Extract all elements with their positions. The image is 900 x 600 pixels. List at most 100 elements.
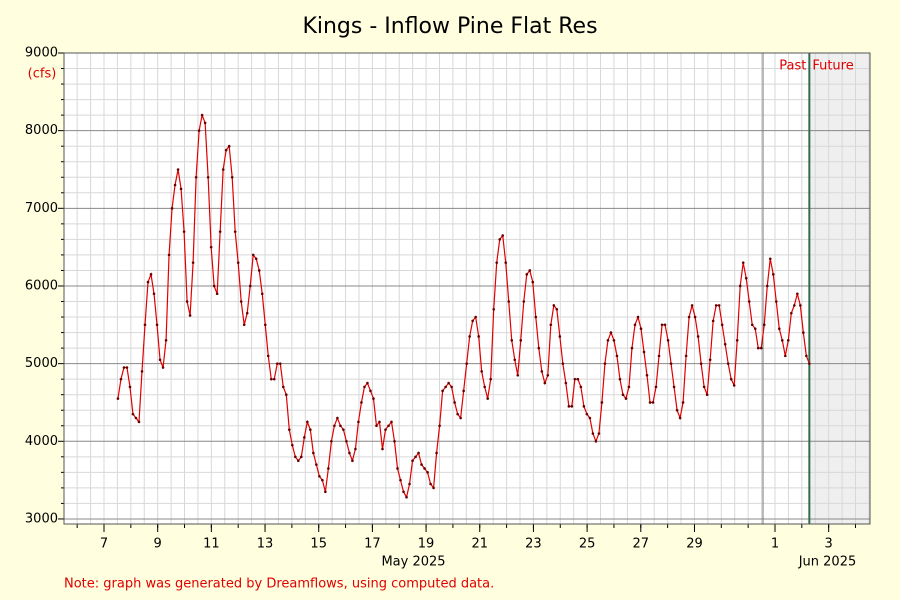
data-point [266,354,270,358]
data-point [158,358,162,362]
data-point [444,385,447,389]
data-point [348,451,351,455]
data-point [263,323,267,327]
data-point [609,331,613,334]
data-point [594,439,598,443]
data-point [558,335,562,338]
data-point [170,207,174,210]
data-point [516,373,520,377]
data-point [426,471,429,474]
data-point [423,467,426,470]
data-point [690,304,694,307]
data-point [525,273,529,276]
data-point [513,358,517,362]
data-point [281,385,285,389]
data-point [318,474,321,478]
data-point [468,335,471,338]
data-point [408,482,411,486]
data-point [435,451,438,455]
data-point [576,377,580,381]
data-point [245,311,249,315]
data-point [549,323,553,327]
data-point [780,339,784,342]
data-point [711,319,715,323]
data-point [501,234,505,237]
data-point [164,339,168,342]
data-point [645,373,649,377]
data-point [254,257,258,261]
data-point [474,315,477,319]
data-point [729,377,733,381]
data-point [741,261,745,264]
data-point [366,381,369,385]
data-point [768,257,772,261]
data-point [369,389,372,393]
data-point [669,362,673,365]
data-point [777,327,781,330]
data-point [790,311,793,315]
data-point [799,304,802,307]
data-point [726,362,730,365]
data-point [278,362,282,365]
data-point [579,385,583,389]
data-point [381,447,384,451]
data-point [309,428,312,431]
data-point [209,245,213,249]
data-point [786,339,790,342]
data-point [333,424,336,428]
data-point [269,377,273,381]
data-point [140,370,144,373]
data-point [582,405,586,408]
data-point [300,455,303,459]
data-point [287,428,291,431]
data-point [312,451,315,455]
data-point [167,253,171,257]
data-point [203,121,207,125]
data-point [552,304,556,307]
y-axis-label: (cfs) [28,67,57,82]
data-point [128,385,132,389]
data-point [627,385,631,389]
data-point [561,362,565,365]
data-point [774,300,778,303]
data-point [756,346,760,350]
data-point [290,443,294,447]
data-point [537,346,541,350]
data-point [239,300,243,303]
y-tick-label: 7000 [25,201,58,216]
data-point [489,377,492,381]
data-point [720,323,724,327]
data-point [275,362,279,365]
data-point [447,381,450,385]
data-point [564,381,568,385]
data-point [321,478,324,482]
data-point [783,354,787,358]
data-point [149,273,153,276]
data-point [173,183,177,187]
data-point [663,323,667,327]
data-point [387,424,390,428]
data-point [236,261,240,264]
data-point [675,408,679,412]
data-point [492,307,496,311]
data-point [351,459,354,463]
data-point [327,467,330,470]
data-point [230,175,234,179]
data-point [155,323,159,327]
data-point [324,490,327,494]
data-point [615,354,619,358]
data-point [462,389,465,393]
x-tick-label: 23 [525,537,542,552]
data-point [624,397,628,400]
data-point [116,397,120,400]
data-point [639,327,643,330]
data-point [224,148,228,152]
data-point [471,319,474,323]
x-tick-label: 11 [203,537,220,552]
data-point [793,304,796,307]
x-tick-label: 3 [825,537,833,552]
data-point [573,377,577,381]
data-point [600,401,604,404]
data-point [672,385,676,389]
